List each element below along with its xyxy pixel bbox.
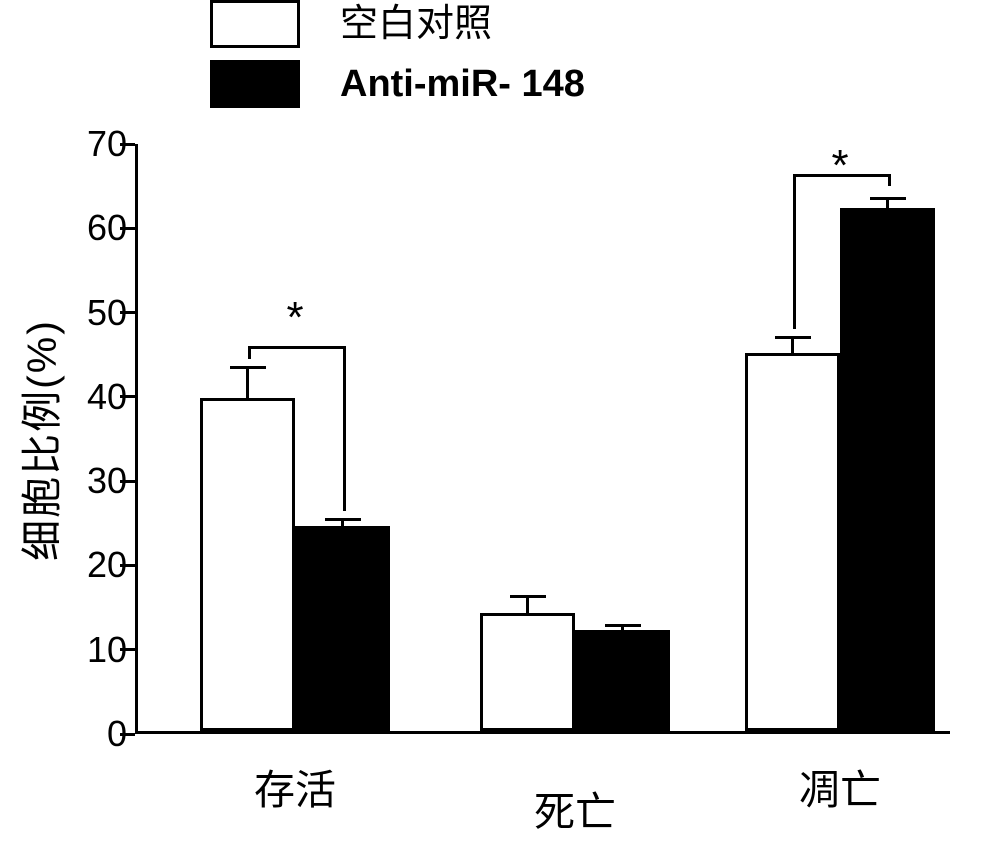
- error-bar-cap: [325, 518, 361, 521]
- x-category-label: 凋亡: [799, 770, 881, 811]
- y-tick-label: 10: [87, 632, 127, 668]
- x-category-label: 存活: [254, 770, 336, 811]
- legend: 空白对照 Anti-miR- 148: [210, 0, 585, 108]
- y-axis-title: 细胞比例(%): [8, 319, 68, 561]
- y-axis-line: [135, 144, 138, 734]
- x-axis-line: [135, 731, 950, 734]
- error-bar-stem: [341, 519, 344, 529]
- legend-item: 空白对照: [210, 0, 585, 48]
- error-bar-stem: [791, 337, 794, 356]
- bar: [480, 613, 575, 731]
- error-bar-cap: [870, 197, 906, 200]
- figure: 空白对照 Anti-miR- 148 细胞比例(%) 0 10 20 30 40 50 60…: [0, 0, 1000, 841]
- error-bar-stem: [526, 597, 529, 616]
- y-tick-label: 60: [87, 210, 127, 246]
- significance-bracket: [793, 174, 796, 330]
- legend-item: Anti-miR- 148: [210, 60, 585, 108]
- error-bar-cap: [775, 336, 811, 339]
- error-bar-stem: [886, 199, 889, 212]
- significance-bracket: [248, 346, 346, 349]
- significance-bracket: [343, 346, 346, 510]
- y-tick-label: 40: [87, 379, 127, 415]
- y-tick-label: 50: [87, 295, 127, 331]
- bar: [295, 526, 390, 731]
- error-bar-cap: [510, 595, 546, 598]
- bar: [200, 398, 295, 731]
- legend-swatch-0: [210, 0, 300, 48]
- legend-swatch-1: [210, 60, 300, 108]
- error-bar-cap: [605, 624, 641, 627]
- error-bar-cap: [230, 366, 266, 369]
- y-tick-label: 30: [87, 463, 127, 499]
- y-tick-label: 20: [87, 547, 127, 583]
- significance-bracket: [248, 346, 251, 359]
- significance-star: *: [286, 296, 303, 340]
- significance-bracket: [888, 174, 891, 187]
- x-category-label: 死亡: [534, 792, 616, 833]
- y-tick-label: 70: [87, 126, 127, 162]
- significance-star: *: [831, 144, 848, 188]
- bar: [575, 630, 670, 731]
- plot-area: 010203040506070存活死亡凋亡**: [135, 144, 950, 734]
- legend-label-1: Anti-miR- 148: [340, 65, 585, 103]
- error-bar-stem: [246, 367, 249, 401]
- y-tick-label: 0: [107, 716, 127, 752]
- bar: [745, 353, 840, 731]
- bar: [840, 208, 935, 731]
- legend-label-0: 空白对照: [340, 5, 492, 43]
